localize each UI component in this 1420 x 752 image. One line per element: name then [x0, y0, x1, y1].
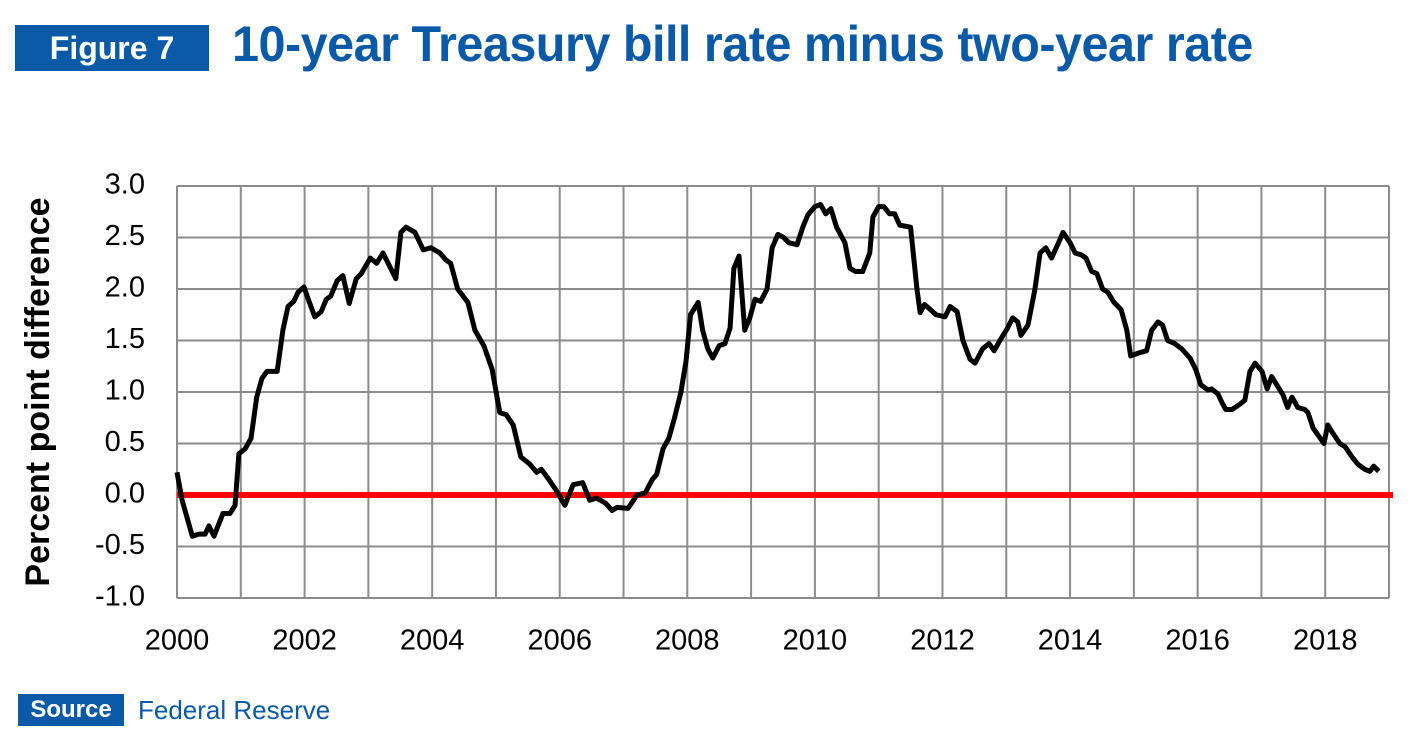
y-tick-label: 2.5 — [105, 220, 145, 252]
y-tick-label: 0.0 — [105, 478, 145, 510]
y-tick-label: -0.5 — [95, 529, 145, 561]
data-line — [174, 202, 1381, 539]
x-tick-label: 2006 — [527, 625, 592, 657]
chart-title: 10-year Treasury bill rate minus two-yea… — [232, 16, 1253, 72]
x-tick-label: 2002 — [272, 625, 337, 657]
y-tick-label: 1.0 — [105, 375, 145, 407]
y-tick-label: 2.0 — [105, 272, 145, 304]
y-axis-label: Percent point difference — [19, 197, 57, 586]
source-label: Source — [18, 694, 124, 726]
x-tick-label: 2010 — [783, 625, 848, 657]
x-tick-label: 2014 — [1038, 625, 1103, 657]
x-tick-label: 2004 — [400, 625, 465, 657]
x-tick-label: 2016 — [1165, 625, 1230, 657]
y-tick-label: 0.5 — [105, 426, 145, 458]
source: Federal Reserve — [138, 695, 331, 725]
y-tick-label: -1.0 — [95, 581, 145, 613]
figure-label: Figure 7 — [15, 25, 209, 71]
x-tick-label: 2000 — [145, 625, 210, 657]
x-tick-label: 2012 — [910, 625, 975, 657]
x-tick-label: 2008 — [655, 625, 720, 657]
x-tick-label: 2018 — [1293, 625, 1358, 657]
y-tick-label: 3.0 — [105, 169, 145, 201]
y-tick-label: 1.5 — [105, 323, 145, 355]
